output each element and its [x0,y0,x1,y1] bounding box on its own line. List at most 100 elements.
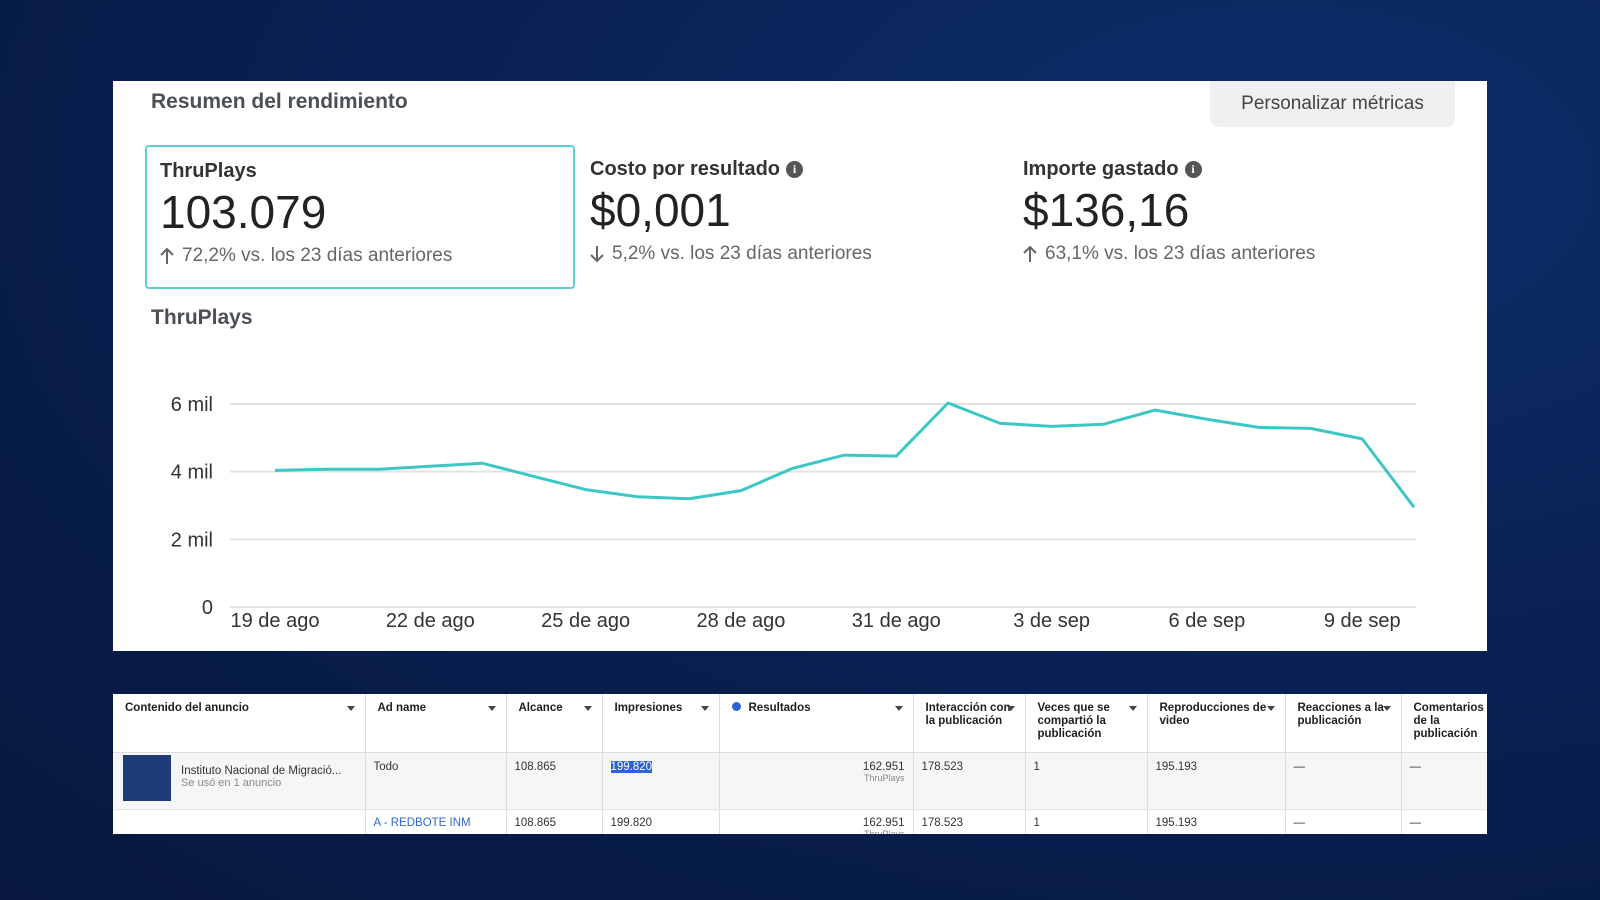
x-tick-label: 19 de ago [231,610,320,632]
cell: 108.865 [506,752,603,810]
metric-change-text: 72,2% vs. los 23 días anteriores [182,245,453,266]
cell: — [1401,752,1487,810]
info-icon [731,702,741,711]
result-unit: ThruPlays [863,829,905,834]
x-tick-label: 22 de ago [386,610,475,632]
metric-value: $0,001 [590,184,731,236]
cell-text: 108.865 [514,761,557,773]
column-header[interactable]: Comentarios de la publicación [1401,694,1487,753]
metric-card[interactable]: Importe gastado i $136,16 63,1% vs. los 23 … [1010,145,1440,289]
cell-text: 195.193 [1155,817,1198,829]
x-tick-label: 6 de sep [1169,610,1246,632]
metric-value: 103.079 [160,186,327,238]
cell: A - REDBOTE INM [365,809,507,834]
cell-text: 108.865 [514,817,557,829]
cell: 195.193 [1147,752,1286,810]
column-header[interactable]: Alcance [506,694,603,753]
info-icon: i [1184,161,1202,178]
column-header-text: Ad name [377,702,427,714]
trend-arrow [1023,245,1037,262]
sort-caret [487,706,496,711]
ads-table: Contenido del anuncio Ad name Alcance Impre… [113,694,1487,834]
cell-text: 178.523 [921,817,964,829]
column-header-text: Interacción con la publicación [925,702,1011,727]
cell-text: 162.951 [862,817,905,829]
cell: 162.951 ThruPlays [719,809,914,834]
sort-caret [583,706,592,711]
y-tick-label: 2 mil [171,529,213,551]
cell: 199.820 [602,752,720,810]
sort-caret [1128,706,1137,711]
cell-text: — [1293,817,1306,829]
metric-label-text: ThruPlays [160,160,257,182]
cell-text: 178.523 [921,761,964,773]
metric-card[interactable]: Costo por resultado i $0,001 5,2% vs. los 2… [577,145,1007,289]
cell-text: — [1293,761,1306,773]
metric-change: 5,2% vs. los 23 días anteriores [590,243,994,265]
cell-text: 1 [1033,817,1040,829]
metric-change: 72,2% vs. los 23 días anteriores [160,245,560,267]
table-row: Instituto Nacional de Migració... Se usó … [113,752,1487,810]
column-header[interactable]: Impresiones [602,694,720,753]
cell: — [1285,809,1402,834]
cell-text: 162.951 [862,761,905,773]
column-header[interactable]: Reproducciones de video [1147,694,1286,753]
sort-caret [346,706,355,711]
metric-label: Importe gastado i [1023,158,1427,181]
cell: 195.193 [1147,809,1286,834]
sort-caret [1382,706,1391,711]
sort-caret [894,706,903,711]
column-header-text: Impresiones [614,702,683,714]
column-header-text: Reacciones a la publicación [1297,702,1384,727]
x-tick-label: 3 de sep [1013,610,1090,632]
trend-arrow [590,246,604,263]
trend-arrow [160,247,174,264]
cell: — [1285,752,1402,810]
cell [113,809,366,834]
column-header[interactable]: Resultados [719,694,914,753]
x-tick-label: 25 de ago [541,610,630,632]
y-tick-label: 4 mil [171,462,213,484]
column-header-text: Contenido del anuncio [125,702,249,714]
ads-table-panel: Contenido del anuncio Ad name Alcance Impre… [113,694,1487,834]
sort-caret [1266,706,1275,711]
x-tick-label: 28 de ago [696,610,785,632]
cell-text: — [1409,817,1422,829]
info-icon: i [786,161,804,178]
metric-label: ThruPlays [160,160,560,183]
panel-title: Resumen del rendimiento [151,90,408,113]
column-header-text: Veces que se compartió la publicación [1037,702,1110,740]
chart: 0 2 mil 4 mil 6 mil 19 de ago 22 de ago 25 de … [171,394,1416,632]
column-header[interactable]: Contenido del anuncio [113,694,366,753]
customize-button[interactable]: Personalizar métricas [1210,81,1455,127]
x-tick-label: 31 de ago [852,610,941,632]
metric-label: Costo por resultado i [590,158,994,181]
metric-card[interactable]: ThruPlays 103.079 72,2% vs. los 23 días an… [145,145,575,289]
metric-value: $136,16 [1023,184,1190,236]
result-unit: ThruPlays [863,773,905,783]
column-header[interactable]: Reacciones a la publicación [1285,694,1402,753]
column-header[interactable]: Interacción con la publicación [913,694,1026,753]
metric-label-text: Importe gastado [1023,158,1179,180]
performance-panel: Resumen del rendimiento Personalizar mét… [113,81,1487,651]
column-header-text: Comentarios de la publicación [1413,702,1484,740]
ad-title: Instituto Nacional de Migració... [181,765,342,777]
cell: 178.523 [913,809,1026,834]
cell-text[interactable]: A - REDBOTE INM [373,817,471,829]
cell-text: — [1409,761,1422,773]
column-header[interactable]: Ad name [365,694,507,753]
column-header[interactable]: Veces que se compartió la publicación [1025,694,1148,753]
column-header-text: Alcance [518,702,563,714]
cell: — [1401,809,1487,834]
table-row: A - REDBOTE INM 108.865 199.820 162.951 Thru… [113,809,1487,834]
cell-text: 195.193 [1155,761,1198,773]
cell-text: 199.820 [610,761,653,773]
y-tick-label: 6 mil [171,394,213,416]
x-tick-label: 9 de sep [1324,610,1401,632]
sort-caret [1006,706,1015,711]
cell-text: 199.820 [610,817,653,829]
cell-text: 1 [1033,761,1040,773]
line-series [274,401,1416,509]
cell: Todo [365,752,507,810]
